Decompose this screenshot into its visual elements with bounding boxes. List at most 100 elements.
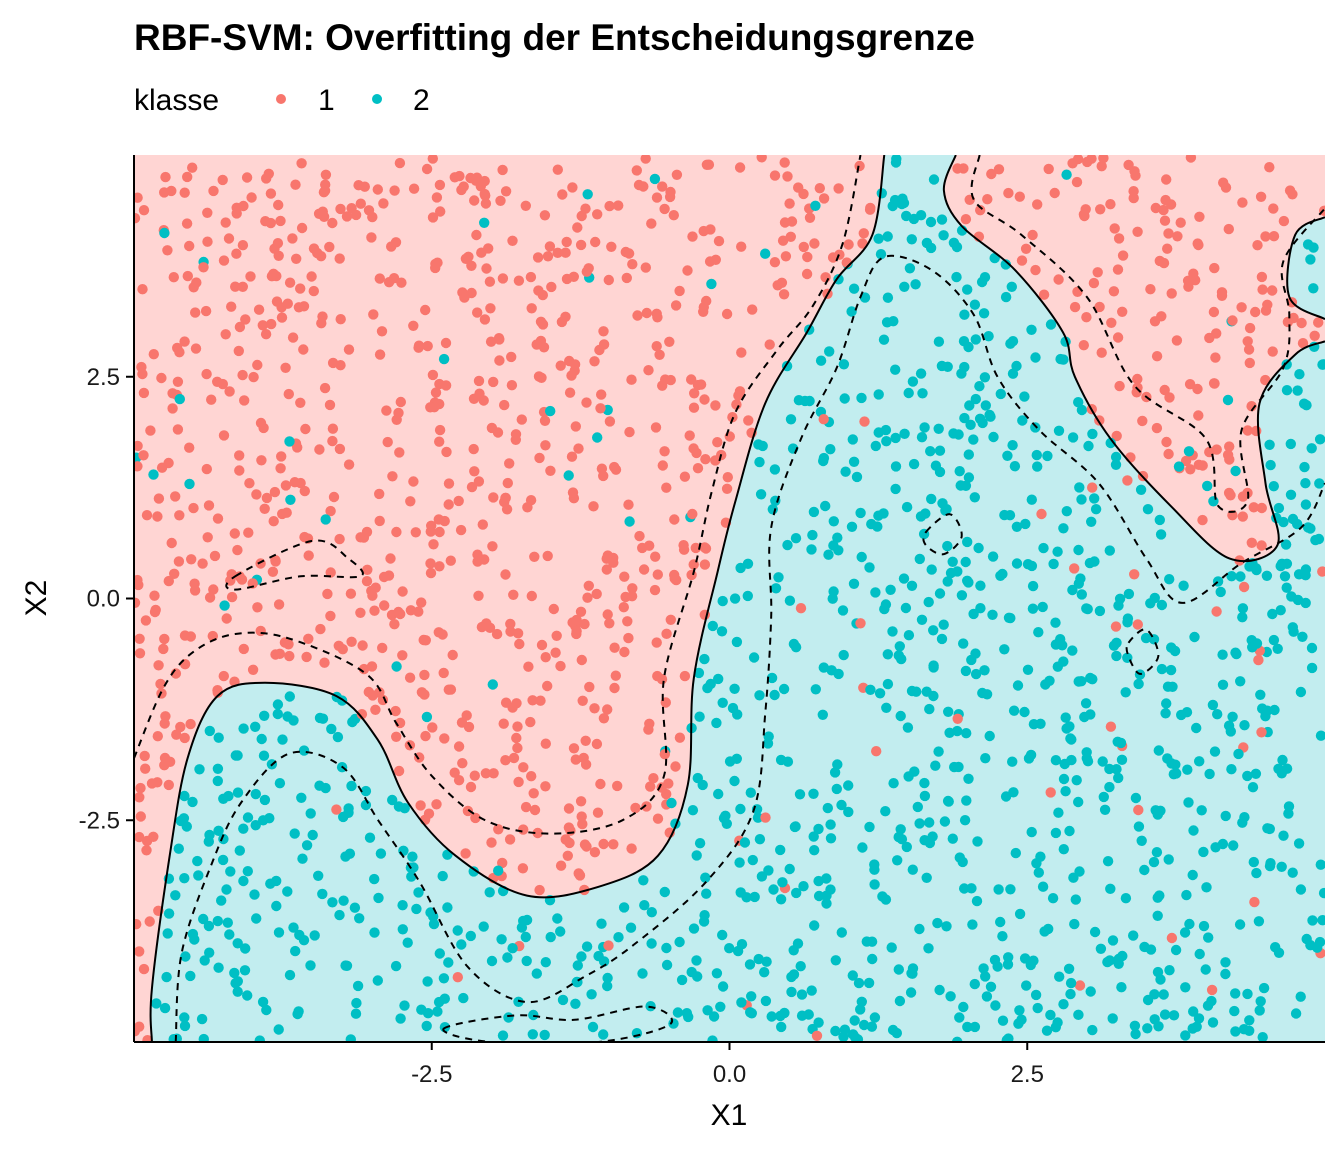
point-class-2 — [1315, 859, 1325, 870]
point-class-1 — [670, 300, 682, 311]
point-class-2 — [1268, 634, 1280, 646]
point-class-1 — [534, 884, 545, 896]
point-class-1 — [260, 329, 272, 340]
point-class-2 — [997, 568, 1008, 580]
point-class-1 — [134, 213, 141, 224]
point-class-2 — [943, 706, 954, 717]
point-class-2 — [956, 590, 968, 601]
point-class-1 — [300, 423, 311, 435]
legend-label-class-2: 2 — [413, 84, 430, 117]
point-class-1 — [584, 681, 595, 693]
point-class-2 — [882, 649, 893, 660]
point-class-2 — [817, 709, 828, 720]
point-class-1 — [355, 607, 366, 618]
point-class-2 — [1300, 499, 1312, 510]
point-class-1 — [1158, 257, 1170, 269]
point-class-1 — [573, 443, 584, 454]
point-class-2 — [194, 764, 205, 775]
point-class-2 — [754, 690, 765, 701]
point-class-2 — [830, 955, 841, 966]
point-class-2 — [1191, 722, 1202, 734]
point-class-2 — [256, 733, 267, 745]
point-class-2 — [232, 787, 244, 798]
point-class-1 — [175, 721, 186, 733]
point-class-2 — [1113, 958, 1124, 969]
point-class-1 — [468, 443, 479, 455]
margin-line-segment — [174, 254, 1325, 1042]
point-class-2 — [1045, 1009, 1056, 1021]
point-class-1 — [588, 501, 599, 512]
decision-boundary-segment — [1286, 216, 1325, 320]
point-class-2 — [1064, 825, 1075, 837]
point-class-1 — [1113, 233, 1125, 244]
point-class-2 — [855, 1004, 866, 1015]
point-class-1 — [679, 471, 691, 482]
point-class-1 — [252, 602, 263, 613]
point-class-2 — [1067, 584, 1078, 596]
point-class-2 — [170, 890, 181, 901]
point-class-1 — [1210, 352, 1221, 363]
point-class-2 — [555, 926, 566, 937]
point-class-1 — [688, 402, 700, 413]
point-class-1 — [167, 403, 178, 414]
point-class-2 — [284, 969, 296, 981]
point-class-1 — [155, 678, 166, 690]
point-class-2 — [1198, 846, 1209, 858]
point-class-2 — [1089, 493, 1100, 504]
point-class-1 — [298, 344, 309, 355]
point-class-1 — [284, 650, 295, 662]
point-class-1 — [259, 503, 270, 514]
point-class-1 — [1067, 158, 1078, 169]
point-class-2 — [966, 883, 977, 894]
point-class-1 — [671, 574, 682, 586]
point-class-2 — [830, 1025, 841, 1037]
point-class-2 — [825, 444, 836, 455]
point-class-2 — [218, 793, 229, 804]
point-class-2 — [271, 900, 282, 912]
point-class-1 — [320, 169, 332, 180]
point-class-2 — [320, 782, 331, 794]
point-class-2 — [637, 968, 648, 979]
point-class-1 — [513, 275, 525, 286]
point-class-2 — [213, 825, 224, 836]
point-class-2 — [906, 580, 918, 591]
point-class-2 — [983, 331, 994, 342]
point-class-1 — [736, 241, 747, 252]
point-class-2 — [1180, 1030, 1191, 1041]
point-class-1 — [540, 738, 551, 749]
point-class-1 — [425, 526, 436, 537]
point-class-1 — [1072, 286, 1083, 297]
point-class-1 — [747, 304, 758, 315]
point-class-1 — [218, 670, 229, 682]
point-class-2 — [934, 445, 946, 456]
point-class-2 — [985, 981, 997, 992]
point-class-1 — [1080, 204, 1091, 215]
point-class-1 — [619, 571, 630, 582]
point-class-2 — [1273, 502, 1285, 514]
legend-title: klasse — [134, 84, 219, 117]
point-class-2 — [1230, 988, 1241, 999]
point-class-1 — [357, 640, 368, 651]
point-class-2 — [955, 480, 966, 491]
point-class-1 — [247, 664, 259, 675]
decision-boundary-segment — [149, 155, 886, 1042]
point-class-1 — [1117, 250, 1129, 261]
point-class-1 — [159, 187, 170, 198]
point-class-1 — [135, 811, 146, 822]
point-class-2 — [1006, 281, 1017, 292]
point-class-1 — [602, 704, 613, 715]
point-class-1 — [1260, 231, 1271, 242]
point-class-1 — [668, 210, 679, 221]
point-class-1 — [604, 618, 615, 629]
point-class-1 — [134, 792, 145, 803]
point-class-2 — [1135, 484, 1147, 495]
point-class-2 — [762, 738, 774, 749]
point-class-1 — [209, 550, 221, 562]
point-class-1 — [568, 743, 580, 754]
point-class-1 — [721, 483, 733, 494]
point-class-2 — [1318, 359, 1325, 370]
point-class-1 — [577, 818, 588, 830]
point-class-1 — [542, 550, 553, 562]
point-class-2 — [563, 470, 574, 481]
